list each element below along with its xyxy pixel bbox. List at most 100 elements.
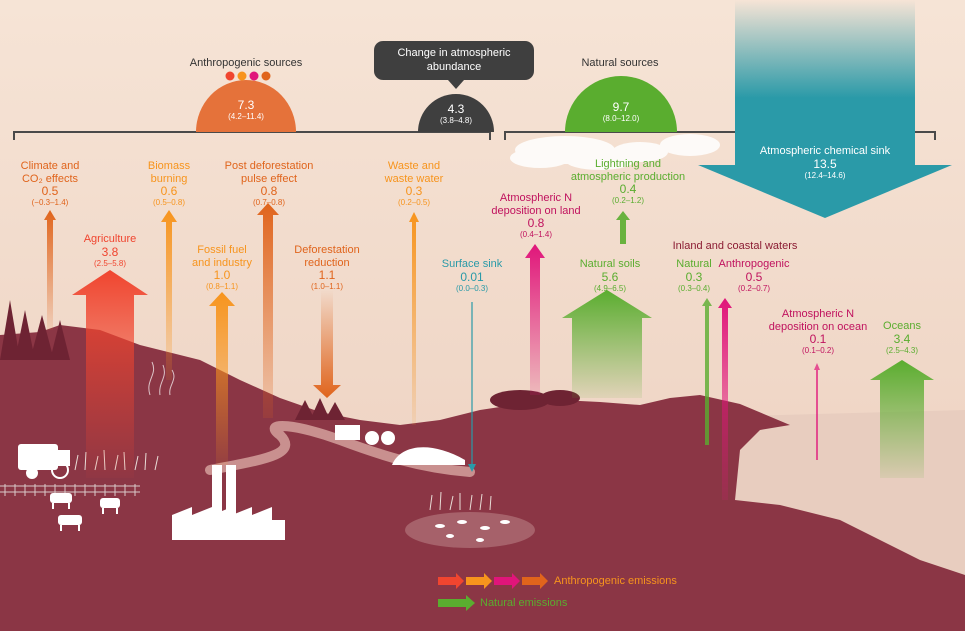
- soils-range: (4.9–6.5): [593, 283, 627, 293]
- deposition-land-range: (0.4–1.4): [519, 230, 553, 240]
- surface-sink-name: Surface sink: [441, 258, 503, 270]
- soils-arrow: [562, 290, 652, 398]
- fossil-value: 1.0: [213, 268, 231, 283]
- climate-name-2: CO₂ effects: [21, 172, 79, 185]
- change-dome: [418, 94, 494, 132]
- surface-sink-arrow: [468, 302, 476, 472]
- soils-name: Natural soils: [579, 258, 641, 270]
- oceans-value: 3.4: [893, 331, 911, 346]
- waste-value: 0.3: [405, 184, 423, 199]
- natural-total: 9.7: [612, 100, 630, 114]
- deposition-ocean-arrow: [814, 363, 820, 460]
- deforest-arrow: [313, 290, 341, 398]
- sink-name: Atmospheric chemical sink: [759, 145, 891, 157]
- inland-anthro-arrow: [718, 298, 732, 500]
- legend-swatches: [438, 573, 548, 611]
- fossil-arrow: [209, 292, 235, 465]
- deposition-land-label: Atmospheric N deposition on land 0.8 (0.…: [484, 192, 588, 240]
- inland-title: Inland and coastal waters: [672, 240, 798, 252]
- anthropogenic-title: Anthropogenic sources: [189, 57, 303, 69]
- postdef-value: 0.8: [260, 184, 278, 199]
- biomass-value: 0.6: [160, 184, 178, 199]
- change-title: Change in atmospheric abundance: [374, 41, 534, 89]
- climate-range: (−0.3–1.4): [31, 198, 69, 208]
- agriculture-name: Agriculture: [83, 233, 137, 245]
- inland-anthro-name: Anthropogenic: [718, 258, 790, 270]
- inland-natural-name: Natural: [676, 258, 712, 270]
- tractor-icon: [18, 444, 70, 479]
- inland-natural-range: (0.3–0.4): [677, 283, 711, 293]
- deposition-ocean-name-2: deposition on ocean: [768, 320, 868, 333]
- natural-title: Natural sources: [581, 57, 659, 69]
- sink-range: (12.4–14.6): [804, 171, 846, 180]
- oceans-range: (2.5–4.3): [885, 345, 919, 355]
- agriculture-value: 3.8: [101, 244, 119, 259]
- wetland-pond: [405, 512, 535, 548]
- postdef-name-1: Post deforestation: [224, 160, 314, 172]
- waste-plant-icon: [335, 425, 465, 465]
- change-range: (3.8–4.8): [439, 116, 473, 125]
- inland-natural-arrow: [702, 298, 712, 445]
- deposition-land-name-2: deposition on land: [491, 204, 581, 217]
- climate-arrow: [44, 210, 56, 330]
- agriculture-label: Agriculture 3.8 (2.5–5.8): [70, 233, 150, 268]
- soils-value: 5.6: [601, 269, 619, 284]
- oceans-name: Oceans: [883, 320, 921, 332]
- inland-anthro-label: Anthropogenic 0.5 (0.2–0.7): [712, 258, 796, 293]
- cows-icon: [50, 493, 120, 531]
- fossil-range: (0.8–1.1): [205, 282, 239, 292]
- deposition-ocean-label: Atmospheric N deposition on ocean 0.1 (0…: [758, 308, 878, 356]
- deforest-label: Deforestation reduction 1.1 (1.0–1.1): [287, 244, 367, 292]
- change-total: 4.3: [447, 102, 465, 116]
- anthropogenic-dome-label: 7.3 (4.2–11.4): [206, 98, 286, 121]
- agriculture-arrow: [72, 270, 148, 478]
- waste-arrow: [409, 212, 419, 425]
- deposition-ocean-value: 0.1: [809, 332, 827, 347]
- sink-label: Atmospheric chemical sink 13.5 (12.4–14.…: [730, 145, 920, 180]
- climate-value: 0.5: [41, 184, 59, 199]
- fossil-name-2: and industry: [192, 256, 252, 269]
- biomass-range: (0.5–0.8): [152, 198, 186, 208]
- deforest-name-1: Deforestation: [294, 244, 360, 256]
- lightning-value: 0.4: [619, 182, 637, 197]
- natural-range: (8.0–12.0): [602, 114, 640, 123]
- natural-dome: [565, 76, 677, 132]
- lightning-name-1: Lightning and: [594, 158, 662, 170]
- postdef-name-2: pulse effect: [240, 172, 298, 185]
- deposition-land-name-1: Atmospheric N: [499, 192, 573, 204]
- biomass-label: Biomass burning 0.6 (0.5–0.8): [130, 160, 208, 208]
- fossil-name-1: Fossil fuel: [197, 244, 247, 256]
- surface-sink-value: 0.01: [460, 269, 484, 284]
- atmospheric-sink-arrow: [698, 0, 952, 218]
- waste-name-2: waste water: [384, 172, 444, 185]
- biomass-name-2: burning: [150, 172, 188, 185]
- waste-name-1: Waste and: [387, 160, 441, 172]
- deposition-land-arrow: [525, 244, 545, 395]
- fence: [0, 484, 140, 496]
- soils-label: Natural soils 5.6 (4.9–6.5): [570, 258, 650, 293]
- inland-natural-value: 0.3: [685, 269, 703, 284]
- natural-dome-label: 9.7 (8.0–12.0): [581, 100, 661, 123]
- biomass-name-1: Biomass: [147, 160, 191, 172]
- anthropogenic-dome: [196, 80, 296, 132]
- climate-name-1: Climate and: [20, 160, 80, 172]
- biomass-arrow: [161, 210, 177, 380]
- lightning-arrow: [616, 211, 630, 244]
- postdef-label: Post deforestation pulse effect 0.8 (0.7…: [214, 160, 324, 208]
- legend-anthropogenic: Anthropogenic emissions: [554, 575, 677, 587]
- inland-anthro-value: 0.5: [745, 269, 763, 284]
- fire-icon: [148, 361, 175, 396]
- inland-anthro-range: (0.2–0.7): [737, 283, 771, 293]
- lightning-label: Lightning and atmospheric production 0.4…: [568, 158, 688, 206]
- deposition-ocean-range: (0.1–0.2): [801, 346, 835, 356]
- deposition-ocean-name-1: Atmospheric N: [781, 308, 855, 320]
- source-color-dots: [225, 71, 271, 81]
- oceans-label: Oceans 3.4 (2.5–4.3): [870, 320, 934, 355]
- lightning-name-2: atmospheric production: [570, 170, 686, 183]
- fossil-label: Fossil fuel and industry 1.0 (0.8–1.1): [182, 244, 262, 292]
- sink-value: 13.5: [813, 157, 837, 171]
- postdef-arrow: [257, 203, 279, 418]
- climate-label: Climate and CO₂ effects 0.5 (−0.3–1.4): [10, 160, 90, 208]
